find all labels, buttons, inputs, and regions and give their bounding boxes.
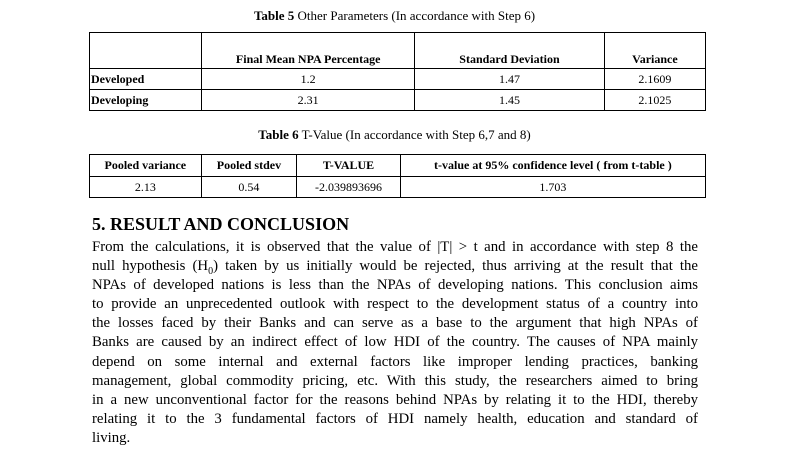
table6-header-cell: Pooled variance (89, 154, 202, 177)
body-line: relating it to the 3 fundamental factors… (92, 410, 698, 427)
body-line: depend on some internal and external fac… (92, 353, 698, 370)
table6-header-cell: T-VALUE (296, 154, 401, 177)
table6-cell: 0.54 (200, 176, 298, 198)
table5-header-cell: Standard Deviation (414, 32, 605, 69)
table6-header-row: Pooled variance Pooled stdev T-VALUE t-v… (89, 154, 707, 177)
table6-caption: Table 6 T-Value (In accordance with Step… (0, 127, 789, 143)
table6-cell: 2.13 (89, 176, 202, 198)
table5-caption-text: Other Parameters (In accordance with Ste… (294, 8, 536, 23)
table5-header-cell (88, 32, 203, 69)
table-row: Developing 2.31 1.45 2.1025 (88, 89, 707, 111)
table6-caption-text: T-Value (In accordance with Step 6,7 and… (298, 127, 531, 142)
body-line-part: ) taken by us initially would be rejecte… (213, 258, 698, 275)
table6-cell: -2.039893696 (296, 176, 401, 198)
table5-caption-label: Table 5 (253, 8, 295, 23)
body-line: management, global commodity pricing, et… (92, 372, 698, 389)
body-line-part: null hypothesis (H (92, 258, 209, 275)
table5-caption: Table 5 Other Parameters (In accordance … (0, 8, 789, 24)
table5-cell: 1.47 (414, 68, 605, 90)
section-body: From the calculations, it is observed th… (92, 238, 698, 448)
table5-cell: 2.1609 (603, 68, 707, 90)
table-row: 2.13 0.54 -2.039893696 1.703 (89, 176, 707, 198)
table5-cell: 1.2 (201, 68, 416, 90)
table5-row-label: Developing (88, 89, 203, 111)
section-title: 5. RESULT AND CONCLUSION (92, 214, 350, 234)
table-row: Developed 1.2 1.47 2.1609 (88, 68, 707, 90)
body-line: the losses faced by their Banks and can … (92, 315, 698, 332)
table5: Final Mean NPA Percentage Standard Devia… (88, 32, 707, 111)
table6: Pooled variance Pooled stdev T-VALUE t-v… (89, 154, 707, 198)
table5-cell: 2.31 (201, 89, 416, 111)
table5-header-cell: Variance (603, 32, 707, 69)
table5-row-label: Developed (88, 68, 203, 90)
body-line: null hypothesis (H0) taken by us initial… (92, 257, 698, 276)
table5-header-row: Final Mean NPA Percentage Standard Devia… (88, 32, 707, 69)
body-line: Banks are caused by an indirect effect o… (92, 334, 698, 351)
body-line: to provide an unprecedented outlook with… (92, 296, 698, 313)
body-line: From the calculations, it is observed th… (92, 239, 698, 255)
table5-cell: 2.1025 (603, 89, 707, 111)
body-line: living. (92, 429, 131, 446)
table5-cell: 1.45 (414, 89, 605, 111)
table6-header-cell: t-value at 95% confidence level ( from t… (399, 154, 707, 177)
body-line: NPAs of developed nations is less than t… (92, 277, 698, 294)
table6-header-cell: Pooled stdev (200, 154, 298, 177)
table5-header-cell: Final Mean NPA Percentage (201, 32, 416, 69)
table6-caption-label: Table 6 (258, 127, 299, 142)
table6-cell: 1.703 (399, 176, 707, 198)
subscript-zero: 0 (208, 266, 214, 278)
body-line: in a new unconventional factor for the r… (92, 391, 698, 408)
